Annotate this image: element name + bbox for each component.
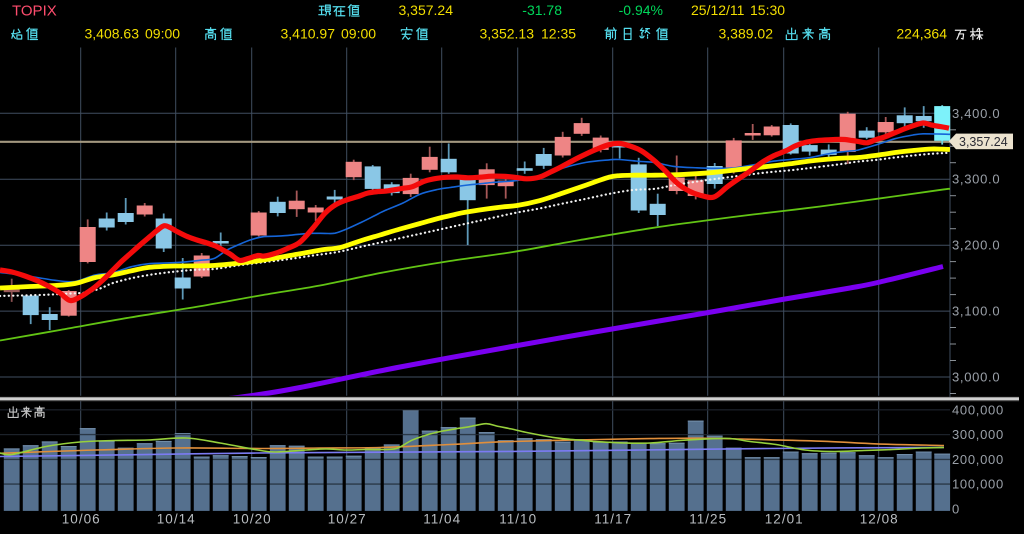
svg-text:12/08: 12/08: [860, 512, 899, 527]
svg-text:11/17: 11/17: [594, 512, 632, 527]
svg-text:3,300.0: 3,300.0: [952, 172, 1000, 187]
svg-text:10/27: 10/27: [328, 512, 367, 527]
svg-text:12:35: 12:35: [541, 26, 576, 42]
svg-text:11/10: 11/10: [499, 512, 537, 527]
svg-text:200,000: 200,000: [952, 452, 1004, 467]
svg-text:09:00: 09:00: [145, 26, 180, 42]
svg-text:10/14: 10/14: [157, 512, 196, 527]
svg-text:10/06: 10/06: [62, 512, 101, 527]
svg-text:224,364: 224,364: [896, 26, 947, 42]
svg-text:3,400.0: 3,400.0: [952, 106, 1000, 121]
svg-text:3,000.0: 3,000.0: [952, 370, 1000, 385]
svg-text:3,410.97: 3,410.97: [281, 26, 336, 42]
svg-text:3,357.24: 3,357.24: [399, 2, 454, 18]
svg-text:12/01: 12/01: [765, 512, 804, 527]
svg-text:3,389.02: 3,389.02: [719, 26, 774, 42]
svg-text:25/12/11: 25/12/11: [691, 2, 745, 18]
svg-text:3,408.63: 3,408.63: [85, 26, 140, 42]
svg-text:300,000: 300,000: [952, 427, 1004, 442]
svg-text:3,357.24: 3,357.24: [959, 135, 1008, 149]
svg-text:11/04: 11/04: [423, 512, 461, 527]
svg-text:0: 0: [952, 501, 960, 516]
svg-text:3,352.13: 3,352.13: [480, 26, 535, 42]
svg-text:15:30: 15:30: [750, 2, 785, 18]
svg-text:11/25: 11/25: [689, 512, 727, 527]
svg-text:100,000: 100,000: [952, 477, 1004, 492]
svg-text:-31.78: -31.78: [522, 2, 562, 18]
svg-text:-0.94%: -0.94%: [619, 2, 663, 18]
svg-text:10/20: 10/20: [233, 512, 272, 527]
svg-text:3,100.0: 3,100.0: [952, 304, 1000, 319]
svg-text:3,200.0: 3,200.0: [952, 238, 1000, 253]
svg-text:TOPIX: TOPIX: [12, 3, 57, 20]
svg-text:09:00: 09:00: [341, 26, 376, 42]
svg-text:400,000: 400,000: [952, 402, 1004, 417]
